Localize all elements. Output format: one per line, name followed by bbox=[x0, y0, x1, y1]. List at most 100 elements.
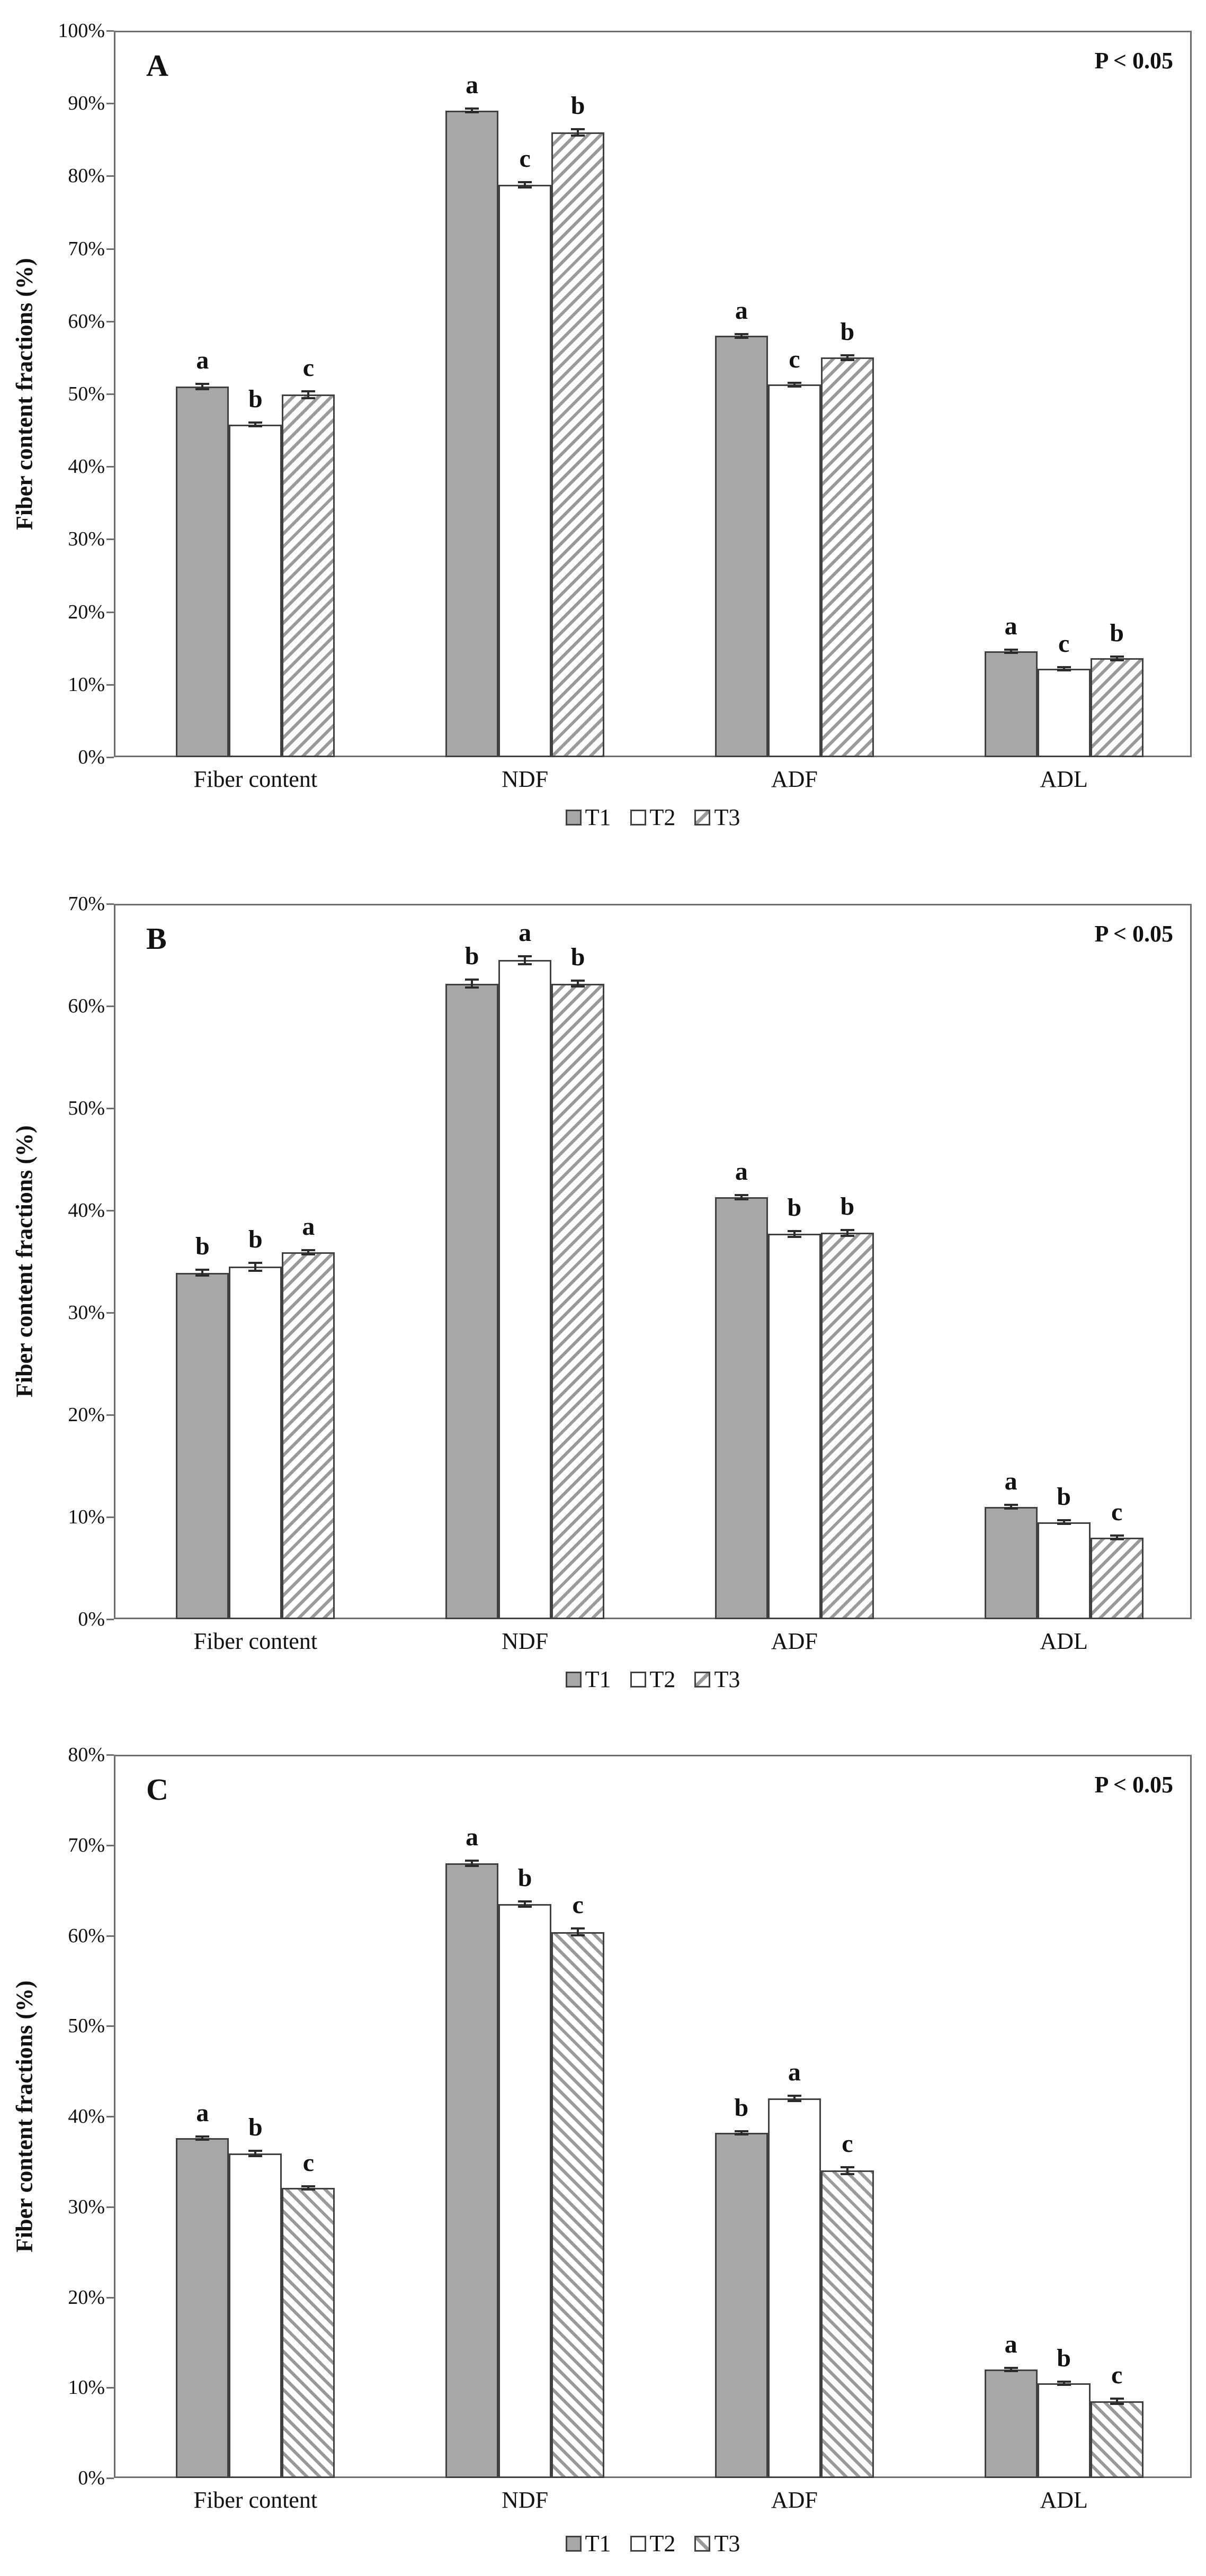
y-tick-label: 50% bbox=[68, 2015, 105, 2038]
legend-label: T3 bbox=[714, 1666, 740, 1692]
error-bar-cap bbox=[518, 1900, 532, 1902]
error-bar bbox=[195, 2135, 210, 2141]
error-bar bbox=[840, 354, 854, 362]
significance-letter: a bbox=[466, 1823, 479, 1852]
error-bar-line bbox=[307, 2185, 310, 2191]
error-bar bbox=[301, 390, 316, 399]
y-tick-label: 80% bbox=[68, 1744, 105, 1766]
error-bar bbox=[465, 1860, 479, 1867]
error-bar-cap bbox=[571, 128, 585, 130]
error-bar bbox=[571, 128, 585, 137]
panel-letter: C bbox=[146, 1772, 168, 1807]
significance-letter: c bbox=[519, 145, 531, 173]
y-tick-label: 70% bbox=[68, 893, 105, 915]
y-tick-label: 30% bbox=[68, 2195, 105, 2218]
error-bar-cap bbox=[1004, 1507, 1018, 1510]
x-category-label: NDF bbox=[502, 766, 549, 792]
error-bar-cap bbox=[1004, 1503, 1018, 1506]
y-tick-label: 30% bbox=[68, 528, 105, 551]
error-bar-line bbox=[1062, 1519, 1065, 1525]
error-bar-line bbox=[1062, 2380, 1065, 2386]
y-tick-label: 50% bbox=[68, 383, 105, 405]
error-bar-cap bbox=[248, 425, 263, 428]
significance-letter: b bbox=[248, 1225, 263, 1253]
legend-item-t2: T2 bbox=[630, 1668, 675, 1691]
error-bar-cap bbox=[1004, 2370, 1018, 2373]
x-category-label: ADL bbox=[1040, 2487, 1088, 2513]
error-bar bbox=[1004, 1503, 1018, 1510]
error-bar-cap bbox=[1057, 2383, 1071, 2386]
error-bar-cap bbox=[571, 985, 585, 988]
legend-label: T1 bbox=[585, 1666, 611, 1692]
error-bar bbox=[840, 2166, 854, 2175]
error-bar-cap bbox=[840, 2166, 854, 2168]
error-bar-line bbox=[577, 979, 579, 988]
error-bar-line bbox=[524, 181, 526, 189]
error-bar-cap bbox=[195, 388, 210, 391]
error-bar-cap bbox=[1110, 1538, 1124, 1541]
y-tick-mark bbox=[106, 2116, 114, 2117]
significance-letter: c bbox=[1058, 629, 1070, 658]
x-category-label: Fiber content bbox=[193, 2487, 318, 2513]
error-bar-cap bbox=[465, 1860, 479, 1862]
error-bar-line bbox=[254, 421, 257, 428]
error-bar-cap bbox=[840, 354, 854, 356]
bar-A-Fiber-content-T2 bbox=[229, 424, 282, 757]
error-bar-cap bbox=[1110, 2402, 1124, 2405]
bar-C-ADF-T3 bbox=[820, 2170, 874, 2478]
bar-C-ADF-T2 bbox=[767, 2098, 821, 2478]
error-bar-line bbox=[1115, 2398, 1118, 2405]
bar-B-ADL-T1 bbox=[984, 1506, 1038, 1619]
legend-item-t3: T3 bbox=[694, 806, 740, 829]
error-bar-line bbox=[307, 390, 310, 399]
error-bar-cap bbox=[518, 186, 532, 189]
bar-A-ADF-T2 bbox=[767, 384, 821, 757]
y-tick-label: 30% bbox=[68, 1302, 105, 1324]
error-bar-cap bbox=[1110, 655, 1124, 658]
significance-letter: b bbox=[517, 1863, 532, 1892]
error-bar-cap bbox=[571, 1927, 585, 1930]
error-bar-cap bbox=[301, 397, 316, 399]
y-tick-label: 90% bbox=[68, 92, 105, 115]
significance-letter: a bbox=[466, 71, 479, 100]
error-bar-cap bbox=[248, 1269, 263, 1272]
y-tick-label: 10% bbox=[68, 673, 105, 696]
significance-letter: b bbox=[248, 385, 263, 414]
error-bar-line bbox=[1010, 1503, 1012, 1510]
y-tick-label: 40% bbox=[68, 455, 105, 478]
x-category-label: Fiber content bbox=[193, 1628, 318, 1654]
y-tick-mark bbox=[106, 320, 114, 322]
error-bar-line bbox=[307, 1249, 310, 1255]
error-bar bbox=[734, 2130, 748, 2135]
legend-marker-t1 bbox=[565, 1672, 582, 1688]
y-tick-mark bbox=[106, 1844, 114, 1846]
x-category-label: NDF bbox=[502, 1628, 549, 1654]
error-bar-cap bbox=[465, 1864, 479, 1867]
legend-marker-t1 bbox=[565, 810, 582, 825]
y-tick-mark bbox=[106, 2387, 114, 2389]
error-bar bbox=[518, 181, 532, 189]
significance-letter: a bbox=[519, 918, 532, 947]
y-tick-mark bbox=[106, 1312, 114, 1314]
error-bar-line bbox=[846, 2166, 848, 2175]
significance-letter: b bbox=[570, 91, 585, 120]
y-tick-mark bbox=[106, 2206, 114, 2208]
error-bar-cap bbox=[248, 1261, 263, 1264]
y-tick-label: 20% bbox=[68, 1404, 105, 1426]
y-tick-mark bbox=[106, 1414, 114, 1416]
legend-marker-t2 bbox=[630, 2536, 646, 2552]
bar-A-NDF-T3 bbox=[551, 132, 605, 757]
y-tick-label: 20% bbox=[68, 600, 105, 623]
legend-label: T1 bbox=[585, 804, 611, 830]
error-bar-cap bbox=[840, 359, 854, 362]
y-tick-label: 0% bbox=[78, 1608, 105, 1630]
error-bar-cap bbox=[248, 421, 263, 424]
significance-letter: c bbox=[842, 2129, 853, 2158]
error-bar bbox=[248, 421, 263, 428]
y-tick-mark bbox=[106, 1210, 114, 1211]
y-tick-label: 40% bbox=[68, 2105, 105, 2128]
legend-label: T3 bbox=[714, 2530, 740, 2556]
error-bar-line bbox=[524, 955, 526, 965]
legend-label: T2 bbox=[649, 804, 676, 830]
